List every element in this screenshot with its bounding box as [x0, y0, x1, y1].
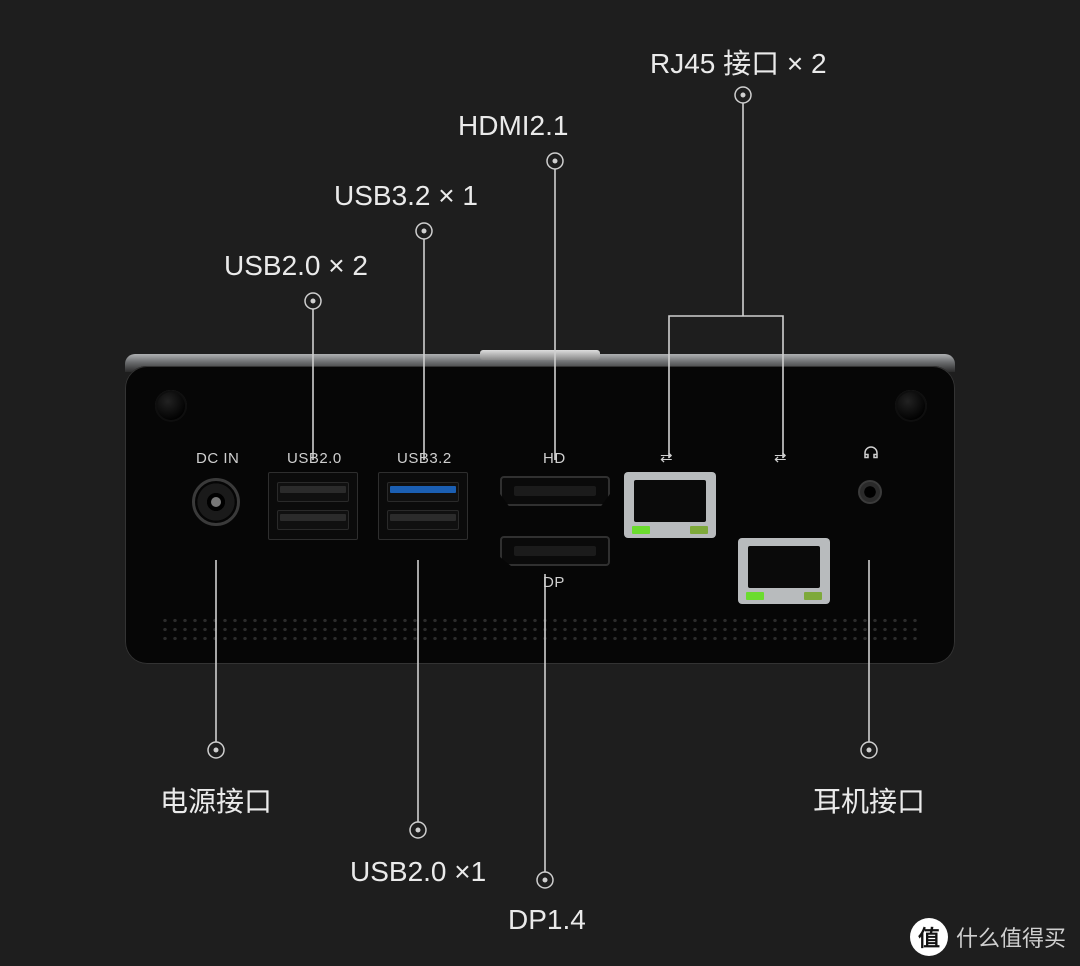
port-hdmi [500, 476, 610, 506]
port-dc-in [192, 478, 240, 526]
port-headphone [858, 480, 882, 504]
callout-hdmi: HDMI2.1 [458, 110, 568, 142]
port-dp [500, 536, 610, 566]
ethernet-icon: ⇄ [660, 448, 673, 466]
watermark: 值 什么值得买 [910, 918, 1066, 956]
callout-hp: 耳机接口 [813, 780, 925, 820]
watermark-text: 什么值得买 [956, 921, 1066, 953]
callout-usb20: USB2.0 × 2 [224, 250, 368, 282]
callout-usb20b: USB2.0 ×1 [350, 856, 486, 888]
label-usb32: USB3.2 [397, 450, 452, 467]
callout-dp: DP1.4 [508, 904, 586, 936]
screw-left [155, 390, 187, 422]
callout-rj45: RJ45 接口 × 2 [650, 42, 827, 82]
port-usb2-stack [268, 472, 358, 540]
usb2-slot [387, 510, 459, 530]
watermark-badge: 值 [910, 918, 948, 956]
headphone-icon [862, 444, 880, 467]
diagram-canvas: DC IN USB2.0 USB3.2 HD DP ⇄ ⇄ [0, 0, 1080, 966]
label-dc-in: DC IN [196, 450, 239, 467]
ethernet-icon: ⇄ [774, 448, 787, 466]
ventilation-grid [160, 616, 920, 642]
screw-right [895, 390, 927, 422]
callout-power: 电源接口 [160, 780, 272, 820]
label-hd: HD [543, 450, 566, 467]
usb2-slot [277, 510, 349, 530]
usb32-slot [387, 482, 459, 502]
callout-usb32: USB3.2 × 1 [334, 180, 478, 212]
label-usb20: USB2.0 [287, 450, 342, 467]
port-usb3-stack [378, 472, 468, 540]
usb2-slot [277, 482, 349, 502]
port-rj45-2 [738, 538, 830, 604]
label-dp: DP [543, 574, 565, 591]
port-rj45-1 [624, 472, 716, 538]
